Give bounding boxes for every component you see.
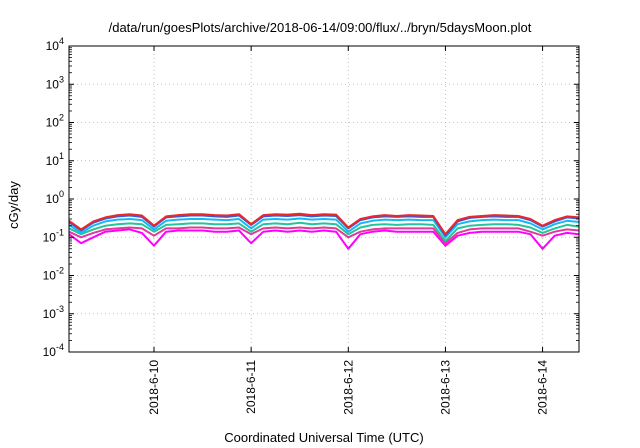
y-tick-label: 101 [46,151,64,168]
series-line-1 [68,212,580,236]
series-line-5 [68,226,580,245]
series-line-6 [68,228,580,250]
x-tick-label: 2018-6-12 [341,360,355,415]
y-tick-label: 10-2 [43,266,64,283]
grid-layer [69,46,579,352]
y-tick-label: 100 [46,189,64,206]
x-tick-label: 2018-6-13 [438,360,452,415]
x-tick-label: 2018-6-10 [147,360,161,415]
x-tick-label: 2018-6-11 [244,360,258,414]
x-tick-label: 2018-6-14 [536,360,550,415]
y-tick-label: 10-1 [43,227,64,244]
y-tick-label: 10-4 [43,342,64,359]
y-axis-title: cGy/day [6,181,21,229]
axis-layer: 10-4 10-3 10-2 10-1 100 101 102 103 104 2018-6-10… [43,36,579,415]
chart-title: /data/run/goesPlots/archive/2018-06-14/0… [109,20,532,35]
y-tick-label: 103 [46,74,64,91]
y-tick-label: 102 [46,113,64,130]
x-axis-title: Coordinated Universal Time (UTC) [224,430,423,445]
y-tick-label: 104 [46,36,64,53]
series-line-3 [68,217,580,239]
series-line-4 [68,221,580,242]
series-layer [68,212,580,250]
y-tick-label: 10-3 [43,304,64,321]
